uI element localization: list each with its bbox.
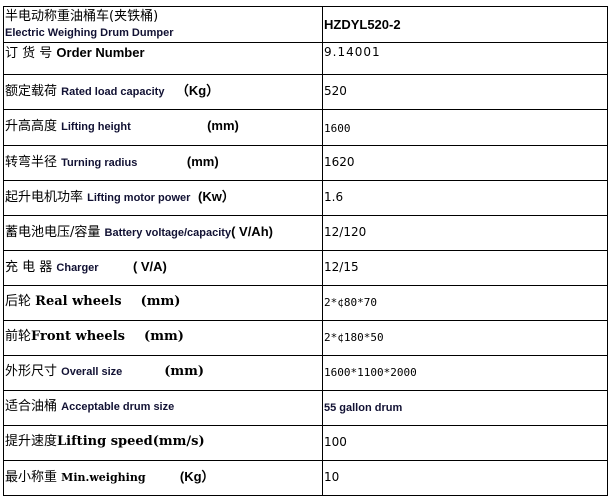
label-en: Turning radius	[61, 157, 138, 169]
label-cn: 后轮	[5, 294, 36, 309]
value-text: 520	[324, 84, 347, 98]
value-text: 9.14001	[324, 45, 381, 59]
spec-label: 提升速度Lifting speed(mm/s)	[3, 425, 323, 461]
spec-label: 后轮 Real wheels (mm)	[3, 285, 323, 321]
spec-value: 12/15	[322, 250, 608, 286]
label-en: Rated load capacity	[61, 86, 165, 98]
label-cn: 半电动称重油桶车(夹铁桶)	[5, 9, 159, 24]
spec-value: 1600	[322, 109, 608, 146]
value-text: 1620	[324, 155, 355, 169]
label-unit: (mm)	[164, 364, 205, 379]
spec-label: 起升电机功率 Lifting motor power (Kw）	[3, 180, 323, 216]
spec-label: 最小称重 Min.weighing (Kg）	[3, 460, 323, 496]
value-text: 12/120	[324, 225, 367, 239]
label-en: Min.weighing	[61, 471, 146, 484]
table-row: 订 货 号 Order Number 9.14001	[3, 42, 608, 75]
label-unit: (mm)	[207, 118, 239, 133]
value-text: 100	[324, 435, 347, 449]
table-row: 升高高度 Lifting height (mm) 1600	[3, 109, 608, 146]
spec-value: 55 gallon drum	[322, 390, 608, 426]
table-row: 充 电 器 Charger ( V/A) 12/15	[3, 250, 608, 286]
spec-value: 9.14001	[322, 42, 608, 75]
label-cn: 额定载荷	[5, 84, 62, 99]
label-cn: 前轮	[5, 329, 32, 344]
model-value: HZDYL520-2	[324, 17, 401, 32]
spec-value: 12/120	[322, 215, 608, 251]
spec-value: HZDYL520-2	[322, 6, 608, 43]
spec-table: 半电动称重油桶车(夹铁桶) Electric Weighing Drum Dum…	[3, 6, 608, 496]
spec-label: 升高高度 Lifting height (mm)	[3, 109, 323, 146]
spec-label: 半电动称重油桶车(夹铁桶) Electric Weighing Drum Dum…	[3, 6, 323, 43]
label-unit: ( V/Ah)	[231, 224, 273, 239]
label-en: Battery voltage/capacity	[104, 227, 232, 239]
label-en: Lifting height	[61, 121, 131, 133]
spec-value: 1620	[322, 145, 608, 181]
label-en: Lifting speed	[57, 434, 153, 449]
value-text: 2*¢180*50	[324, 331, 384, 344]
spec-label: 订 货 号 Order Number	[3, 42, 323, 75]
value-text: 12/15	[324, 260, 359, 274]
label-unit: (mm)	[140, 294, 181, 309]
label-unit: (mm)	[186, 154, 219, 169]
label-en: Front wheels	[31, 329, 125, 344]
spec-value: 2*¢80*70	[322, 285, 608, 321]
table-row: 半电动称重油桶车(夹铁桶) Electric Weighing Drum Dum…	[3, 6, 608, 43]
label-cn: 最小称重	[5, 470, 62, 485]
label-unit: （Kg）	[175, 83, 220, 98]
label-cn: 适合油桶	[5, 399, 62, 414]
label-en: Lifting motor power	[87, 192, 191, 204]
spec-label: 转弯半径 Turning radius (mm)	[3, 145, 323, 181]
table-row: 适合油桶 Acceptable drum size 55 gallon drum	[3, 390, 608, 426]
table-row: 额定载荷 Rated load capacity （Kg） 520	[3, 74, 608, 110]
value-text: 10	[324, 470, 340, 484]
label-en: Electric Weighing Drum Dumper	[5, 27, 174, 39]
table-row: 外形尺寸 Overall size (mm) 1600*1100*2000	[3, 355, 608, 391]
label-unit: (mm/s)	[152, 434, 205, 449]
label-unit: (Kg）	[179, 469, 215, 484]
label-cn: 充 电 器	[5, 260, 57, 275]
spec-value: 100	[322, 425, 608, 461]
label-en: Acceptable drum size	[61, 401, 175, 413]
label-en: Overall size	[61, 366, 123, 378]
table-row: 转弯半径 Turning radius (mm) 1620	[3, 145, 608, 181]
value-text: 1.6	[324, 190, 344, 204]
table-row: 最小称重 Min.weighing (Kg） 10	[3, 460, 608, 496]
value-text: 55 gallon drum	[324, 402, 403, 414]
label-unit: ( V/A)	[132, 259, 167, 274]
spec-value: 1600*1100*2000	[322, 355, 608, 391]
spec-label: 适合油桶 Acceptable drum size	[3, 390, 323, 426]
spec-label: 额定载荷 Rated load capacity （Kg）	[3, 74, 323, 110]
table-row: 起升电机功率 Lifting motor power (Kw） 1.6	[3, 180, 608, 216]
label-en: Charger	[56, 262, 99, 274]
spec-label: 充 电 器 Charger ( V/A)	[3, 250, 323, 286]
label-cn: 起升电机功率	[5, 190, 88, 205]
label-cn: 提升速度	[5, 434, 58, 449]
label-cn: 外形尺寸	[5, 364, 62, 379]
label-cn: 转弯半径	[5, 155, 62, 170]
value-text: 2*¢80*70	[324, 296, 377, 309]
label-cn: 订 货 号	[5, 46, 57, 61]
spec-value: 1.6	[322, 180, 608, 216]
table-row: 后轮 Real wheels (mm) 2*¢80*70	[3, 285, 608, 321]
spec-value: 10	[322, 460, 608, 496]
spec-label: 外形尺寸 Overall size (mm)	[3, 355, 323, 391]
table-row: 蓄电池电压/容量 Battery voltage/capacity( V/Ah)…	[3, 215, 608, 251]
label-cn: 蓄电池电压/容量	[5, 225, 105, 240]
label-unit: (mm)	[144, 329, 184, 344]
spec-value: 520	[322, 74, 608, 110]
label-en: Order Number	[56, 45, 145, 60]
spec-label: 蓄电池电压/容量 Battery voltage/capacity( V/Ah)	[3, 215, 323, 251]
label-en: Real wheels	[35, 294, 122, 309]
label-cn: 升高高度	[5, 119, 62, 134]
value-text: 1600	[324, 122, 351, 135]
spec-label: 前轮Front wheels (mm)	[3, 320, 323, 356]
table-row: 前轮Front wheels (mm) 2*¢180*50	[3, 320, 608, 356]
value-text: 1600*1100*2000	[324, 366, 417, 379]
spec-value: 2*¢180*50	[322, 320, 608, 356]
label-unit: (Kw）	[198, 189, 235, 204]
table-row: 提升速度Lifting speed(mm/s) 100	[3, 425, 608, 461]
